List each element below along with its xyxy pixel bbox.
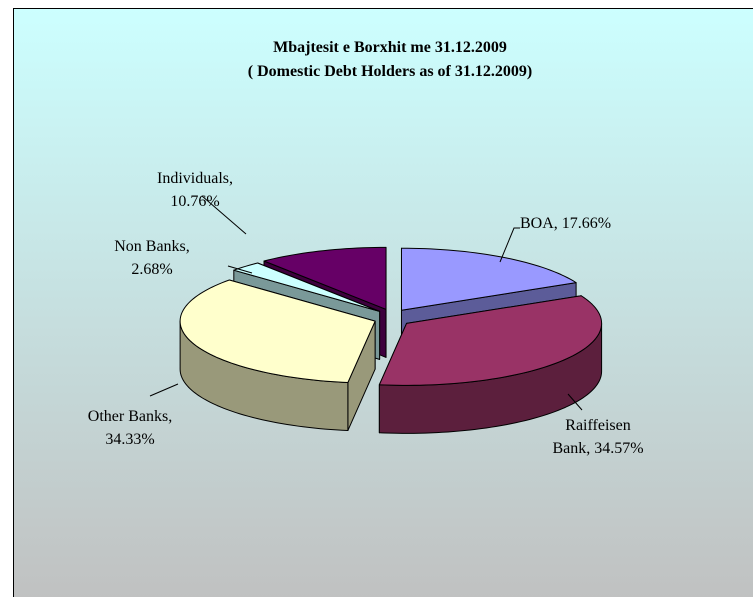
data-label: Individuals, 10.76% — [157, 170, 233, 210]
leader-line — [201, 195, 247, 235]
slice — [263, 246, 387, 310]
data-label: Non Banks, 2.68% — [114, 238, 190, 278]
chart-title: Mbajtesit e Borxhit me 31.12.2009 — [273, 39, 507, 56]
leader-line — [499, 227, 520, 263]
slice — [179, 279, 376, 384]
leader-lines — [149, 195, 583, 411]
data-label: BOA, 17.66% — [520, 215, 611, 232]
leader-line — [227, 265, 253, 274]
leader-line — [567, 393, 583, 411]
data-label: Other Banks, 34.33% — [88, 408, 172, 448]
slice-tops — [179, 246, 603, 386]
slice — [233, 262, 381, 312]
leader-line — [149, 383, 179, 397]
chart-subtitle: ( Domestic Debt Holders as of 31.12.2009… — [248, 63, 532, 80]
data-labels: BOA, 17.66% Raiffeisen Bank, 34.57% Other B… — [88, 170, 644, 457]
data-label: Raiffeisen Bank, 34.57% — [552, 417, 643, 457]
slice — [400, 247, 577, 311]
slice — [378, 295, 603, 386]
